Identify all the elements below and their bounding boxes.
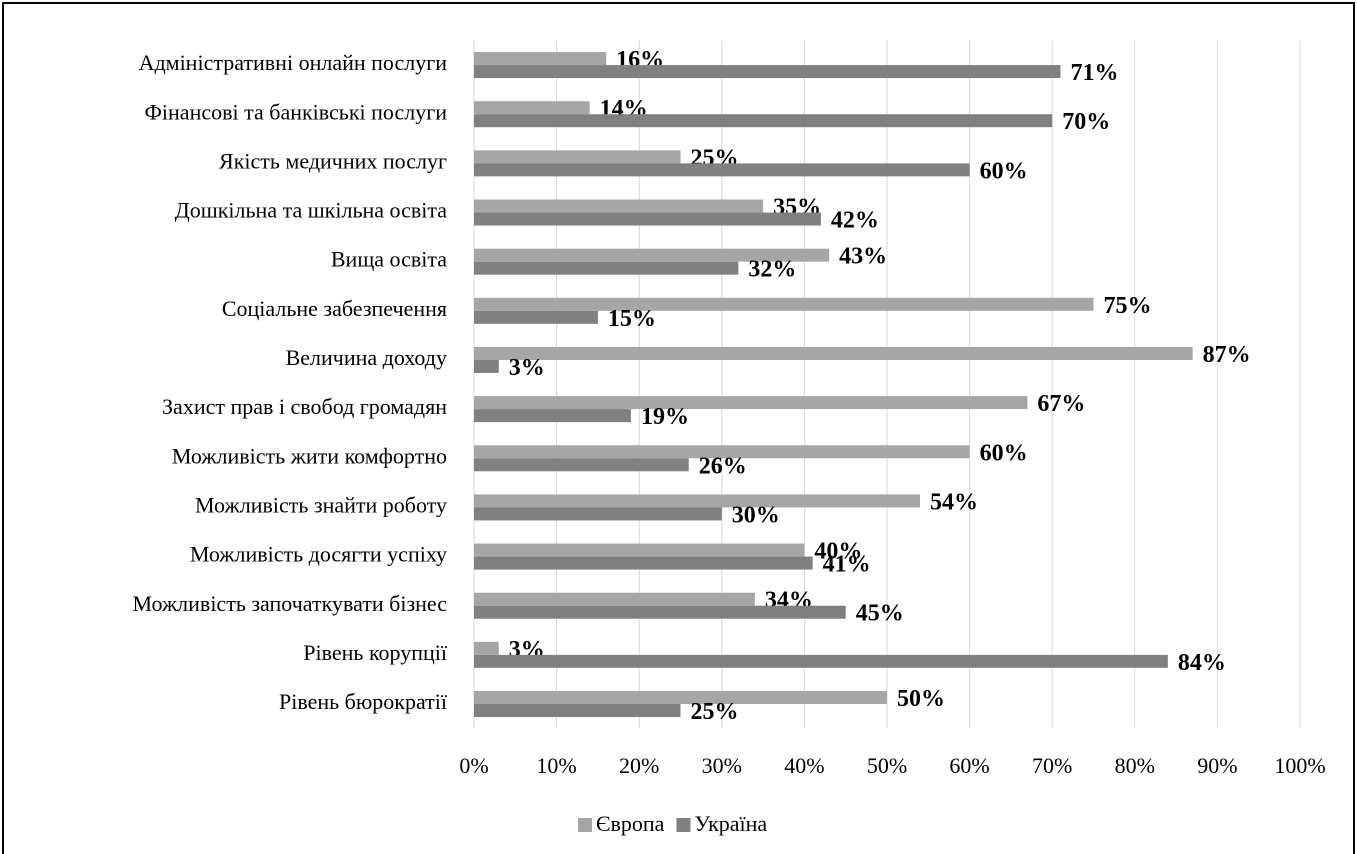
- bar: [474, 346, 1193, 360]
- data-label: 54%: [930, 489, 978, 515]
- bar: [474, 150, 681, 164]
- y-tick-label: Можливість започаткувати бізнес: [133, 591, 448, 616]
- y-tick-label: Можливість досягти успіху: [190, 542, 447, 567]
- y-tick-label: Можливість жити комфортно: [172, 443, 447, 468]
- data-label: 45%: [856, 601, 904, 627]
- bar: [474, 654, 1168, 668]
- data-label: 71%: [1070, 60, 1118, 86]
- bar: [474, 65, 1061, 79]
- bar: [474, 248, 830, 262]
- data-label: 50%: [897, 686, 945, 712]
- y-tick-label: Рівень корупції: [303, 640, 448, 665]
- data-label: 60%: [980, 158, 1028, 184]
- x-tick-label: 0%: [459, 753, 488, 778]
- y-tick-label: Якість медичних послуг: [219, 148, 447, 173]
- data-label: 32%: [748, 257, 796, 283]
- y-tick-label: Захист прав і свобод громадян: [162, 394, 447, 419]
- data-label: 60%: [980, 440, 1028, 466]
- x-tick-label: 90%: [1197, 753, 1237, 778]
- bar: [474, 704, 681, 718]
- data-label: 87%: [1203, 342, 1251, 368]
- x-tick-label: 80%: [1115, 753, 1155, 778]
- bar: [474, 199, 764, 213]
- x-tick-label: 60%: [949, 753, 989, 778]
- y-tick-label: Дошкільна та шкільна освіта: [175, 198, 447, 223]
- bar: [474, 691, 887, 705]
- data-label: 26%: [699, 453, 747, 479]
- legend-swatch: [578, 818, 592, 832]
- x-tick-label: 20%: [619, 753, 659, 778]
- data-label: 70%: [1062, 109, 1110, 135]
- data-label: 40%: [814, 539, 862, 565]
- x-tick-label: 70%: [1032, 753, 1072, 778]
- data-label: 30%: [732, 502, 780, 528]
- bar: [474, 359, 499, 373]
- bar: [474, 52, 607, 66]
- y-tick-label: Рівень бюрократії: [279, 689, 448, 714]
- bar: [474, 507, 722, 521]
- x-tick-label: 40%: [784, 753, 824, 778]
- y-tick-label: Адміністративні онлайн послуги: [139, 50, 448, 75]
- data-label: 15%: [608, 306, 656, 332]
- x-tick-label: 50%: [867, 753, 907, 778]
- y-tick-label: Соціальне забезпечення: [222, 296, 447, 321]
- bar: [474, 494, 921, 508]
- y-tick-label: Фінансові та банківські послуги: [145, 99, 448, 124]
- data-label: 25%: [691, 699, 739, 725]
- y-tick-label: Вища освіта: [331, 247, 447, 272]
- data-label: 19%: [641, 404, 689, 430]
- bar: [474, 445, 970, 459]
- bar: [474, 163, 970, 177]
- bar: [474, 101, 590, 115]
- x-tick-label: 100%: [1274, 753, 1325, 778]
- bar: [474, 605, 846, 619]
- x-tick-label: 10%: [536, 753, 576, 778]
- bar: [474, 114, 1053, 128]
- bar: [474, 297, 1094, 311]
- bar: [474, 261, 739, 275]
- legend-swatch: [676, 818, 691, 832]
- y-tick-label: Можливість знайти роботу: [195, 492, 447, 517]
- bar: [474, 641, 499, 655]
- bar: [474, 396, 1028, 410]
- bar: [474, 409, 631, 423]
- bar: [474, 458, 689, 472]
- data-label: 43%: [839, 244, 887, 270]
- bar: [474, 556, 813, 570]
- legend-label: Європа: [596, 811, 665, 836]
- data-label: 3%: [509, 355, 545, 381]
- data-label: 84%: [1178, 650, 1226, 676]
- data-label: 75%: [1104, 293, 1152, 319]
- bar: [474, 592, 755, 606]
- legend-label: Україна: [694, 811, 767, 836]
- y-tick-label: Величина доходу: [286, 345, 447, 370]
- bar: [474, 212, 821, 226]
- x-tick-label: 30%: [702, 753, 742, 778]
- bar: [474, 310, 598, 324]
- bar: [474, 543, 805, 557]
- data-label: 41%: [823, 552, 871, 578]
- data-label: 67%: [1037, 391, 1085, 417]
- data-label: 42%: [831, 208, 879, 234]
